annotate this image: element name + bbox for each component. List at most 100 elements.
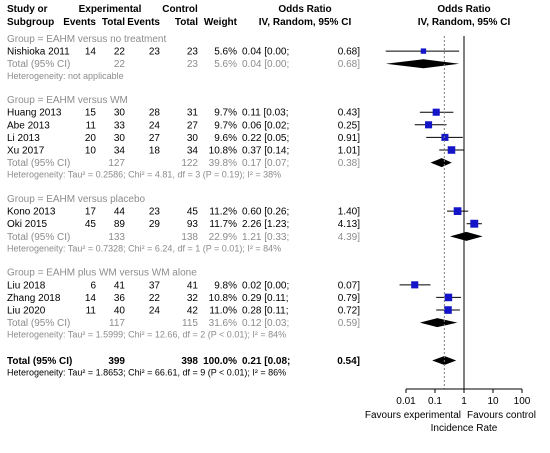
study-4-3-ci-upper: 0.72] — [338, 306, 360, 317]
study-2-2-square — [425, 121, 433, 129]
group-heterogeneity-1: Heterogeneity: not applicable — [7, 71, 124, 81]
group-diamond-1 — [385, 59, 460, 69]
study-1-1-ctl-events: 23 — [149, 47, 161, 58]
header-subgroup: Subgroup — [7, 17, 54, 28]
study-2-2-or-ci: 0.06 [0.02; — [242, 120, 289, 131]
study-3-1-name: Kono 2013 — [7, 207, 56, 218]
header-control: Control — [162, 4, 198, 15]
x-label-left: Favours experimental — [365, 410, 461, 421]
header-or-left: Odds Ratio — [278, 4, 331, 15]
study-2-4-ci-upper: 1.01] — [338, 146, 360, 157]
group-total-4-or-ci: 0.12 [0.03; — [242, 318, 289, 329]
group-heterogeneity-2: Heterogeneity: Tau² = 0.2586; Chi² = 4.8… — [7, 170, 281, 180]
header-exp-events: Events — [63, 17, 96, 28]
x-tick-label-2: 0.1 — [428, 396, 442, 407]
header-ctl-total: Total — [175, 17, 198, 28]
study-2-1-ci-upper: 0.43] — [338, 108, 360, 119]
study-1-1-name: Nishioka 2011 — [7, 47, 70, 58]
study-2-1-name: Huang 2013 — [7, 108, 62, 119]
study-4-2-square — [444, 293, 453, 302]
study-4-2-ctl-total: 32 — [187, 293, 199, 304]
group-diamond-4 — [419, 318, 458, 328]
group-title-4: Group = EAHM plus WM versus WM alone — [7, 268, 197, 279]
group-total-1-or-ci: 0.04 [0.00; — [242, 59, 289, 70]
study-4-3-ctl-total: 42 — [187, 306, 199, 317]
study-2-1-or-ci: 0.11 [0.03; — [242, 108, 289, 119]
study-2-2-weight: 9.7% — [214, 120, 237, 131]
group-total-1-ctl-total: 23 — [187, 59, 199, 70]
group-total-2-or-ci: 0.17 [0.07; — [242, 158, 289, 169]
study-2-1-exp-total: 30 — [114, 108, 126, 119]
study-1-1-or-ci: 0.04 [0.00; — [242, 47, 289, 58]
study-4-1-name: Liu 2018 — [7, 280, 46, 291]
study-2-4-weight: 10.8% — [209, 146, 237, 157]
group-total-4-ctl-total: 115 — [182, 318, 198, 329]
study-3-1-ci-upper: 1.40] — [338, 207, 360, 218]
group-total-3-exp-total: 133 — [108, 232, 125, 243]
group-total-2-weight: 39.8% — [209, 158, 237, 169]
study-1-1-square — [420, 48, 427, 54]
study-2-3-or-ci: 0.22 [0.05; — [242, 133, 289, 144]
overall-total-ci-upper: 0.54] — [337, 356, 360, 367]
study-3-2-exp-total: 89 — [114, 219, 126, 230]
x-tick-label-3: 1 — [461, 396, 467, 407]
study-1-1-ctl-total: 23 — [187, 47, 199, 58]
study-3-1-ctl-total: 45 — [187, 207, 199, 218]
study-4-1-or-ci: 0.02 [0.00; — [242, 280, 289, 291]
overall-heterogeneity: Heterogeneity: Tau² = 1.8653; Chi² = 66.… — [7, 368, 286, 378]
study-1-1-exp-events: 14 — [85, 47, 97, 58]
study-1-1-weight: 5.6% — [214, 47, 237, 58]
study-2-3-ci-upper: 0.91] — [338, 133, 360, 144]
group-heterogeneity-4: Heterogeneity: Tau² = 1.5999; Chi² = 12.… — [7, 330, 286, 340]
study-2-4-exp-events: 10 — [85, 146, 97, 157]
study-2-4-square — [447, 146, 456, 154]
study-2-4-ctl-events: 18 — [149, 146, 161, 157]
study-4-3-name: Liu 2020 — [7, 306, 46, 317]
study-2-4-or-ci: 0.37 [0.14; — [242, 146, 289, 157]
study-2-3-ctl-total: 30 — [187, 133, 199, 144]
study-4-1-square — [411, 281, 419, 289]
overall-total-weight: 100.0% — [203, 356, 237, 367]
study-4-2-ci-upper: 0.79] — [338, 293, 360, 304]
overall-total-label: Total (95% CI) — [7, 356, 72, 367]
group-total-3-ci-upper: 4.39] — [338, 232, 360, 243]
study-4-1-weight: 9.8% — [214, 280, 237, 291]
group-total-2-ci-upper: 0.38] — [338, 158, 360, 169]
study-4-3-exp-total: 40 — [114, 306, 126, 317]
header-exp-total: Total — [102, 17, 125, 28]
group-total-3-ctl-total: 138 — [181, 232, 198, 243]
header-ctl-events: Events — [127, 17, 160, 28]
group-total-3-weight: 22.9% — [209, 232, 237, 243]
study-4-1-ctl-total: 41 — [187, 280, 199, 291]
group-total-3-or-ci: 1.21 [0.33; — [242, 232, 289, 243]
study-2-2-exp-total: 33 — [114, 120, 126, 131]
study-3-1-ctl-events: 23 — [149, 207, 161, 218]
group-total-4-ci-upper: 0.59] — [338, 318, 360, 329]
study-3-2-ci-upper: 4.13] — [338, 219, 360, 230]
group-diamond-2 — [430, 158, 452, 168]
study-3-1-square — [453, 207, 462, 215]
study-2-1-square — [432, 108, 440, 116]
group-total-2-exp-total: 127 — [108, 158, 125, 169]
study-2-2-exp-events: 11 — [86, 120, 97, 131]
study-3-1-or-ci: 0.60 [0.26; — [242, 207, 289, 218]
x-tick-label-4: 10 — [487, 396, 499, 407]
study-2-3-exp-total: 30 — [114, 133, 126, 144]
overall-total-or-ci: 0.21 [0.08; — [242, 356, 290, 367]
study-3-1-weight: 11.2% — [209, 207, 237, 218]
study-1-1-ci-upper: 0.68] — [338, 47, 360, 58]
x-label-right: Favours control — [467, 410, 536, 421]
study-2-4-name: Xu 2017 — [7, 146, 45, 157]
study-2-1-ctl-total: 31 — [187, 108, 199, 119]
group-total-4-exp-total: 117 — [109, 318, 125, 329]
group-title-1: Group = EAHM versus no treatment — [7, 34, 166, 45]
study-3-2-exp-events: 45 — [85, 219, 97, 230]
study-4-2-exp-total: 36 — [114, 293, 126, 304]
study-4-1-exp-total: 41 — [114, 280, 126, 291]
study-2-3-weight: 9.6% — [214, 133, 237, 144]
group-total-label-4: Total (95% CI) — [7, 318, 70, 329]
study-2-3-exp-events: 20 — [85, 133, 97, 144]
header-weight: Weight — [204, 17, 238, 28]
study-4-1-ctl-events: 37 — [149, 280, 161, 291]
